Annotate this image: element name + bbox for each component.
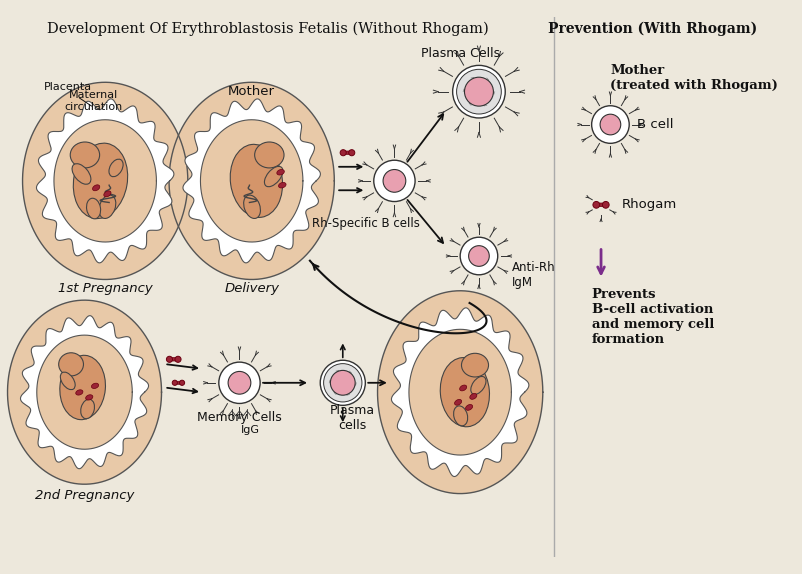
Ellipse shape <box>91 383 99 389</box>
Text: Rh-Specific B cells: Rh-Specific B cells <box>312 216 420 230</box>
Text: Maternal
circulation: Maternal circulation <box>65 90 123 112</box>
Ellipse shape <box>72 164 91 184</box>
Text: Memory Cells: Memory Cells <box>197 411 282 424</box>
Ellipse shape <box>278 183 286 188</box>
Circle shape <box>219 362 260 404</box>
Ellipse shape <box>86 395 93 400</box>
FancyBboxPatch shape <box>596 203 606 207</box>
Ellipse shape <box>73 143 128 219</box>
Polygon shape <box>409 329 512 455</box>
Polygon shape <box>54 120 156 242</box>
Circle shape <box>592 106 630 144</box>
Text: 2nd Pregnancy: 2nd Pregnancy <box>34 489 134 502</box>
Text: Plasma Cells: Plasma Cells <box>420 46 500 60</box>
Text: 1st Pregnancy: 1st Pregnancy <box>58 282 152 296</box>
Text: Prevents
B-cell activation
and memory cell
formation: Prevents B-cell activation and memory ce… <box>592 288 714 346</box>
Circle shape <box>324 364 362 402</box>
Polygon shape <box>22 82 188 280</box>
Ellipse shape <box>103 191 111 197</box>
Circle shape <box>593 201 600 208</box>
Circle shape <box>349 150 354 156</box>
Circle shape <box>330 370 355 395</box>
Polygon shape <box>391 308 529 476</box>
Ellipse shape <box>454 406 468 426</box>
Ellipse shape <box>461 354 488 377</box>
Circle shape <box>468 246 489 266</box>
Circle shape <box>460 237 498 275</box>
Text: Mother
(treated with Rhogam): Mother (treated with Rhogam) <box>610 64 778 92</box>
Ellipse shape <box>81 400 95 418</box>
Text: Delivery: Delivery <box>225 282 279 296</box>
Circle shape <box>600 114 621 135</box>
Ellipse shape <box>440 358 489 426</box>
Polygon shape <box>378 291 543 494</box>
Ellipse shape <box>277 169 285 175</box>
Text: Prevention (With Rhogam): Prevention (With Rhogam) <box>548 22 757 36</box>
Circle shape <box>383 169 406 192</box>
Ellipse shape <box>60 372 75 390</box>
FancyBboxPatch shape <box>342 151 352 154</box>
Text: Development Of Erythroblastosis Fetalis (Without Rhogam): Development Of Erythroblastosis Fetalis … <box>47 22 488 36</box>
Circle shape <box>166 356 172 362</box>
FancyBboxPatch shape <box>174 381 183 384</box>
Text: Plasma
cells: Plasma cells <box>330 404 375 432</box>
Polygon shape <box>21 316 148 469</box>
Ellipse shape <box>60 355 105 420</box>
Ellipse shape <box>230 144 282 218</box>
Ellipse shape <box>75 390 83 395</box>
Text: Anti-Rh
IgM: Anti-Rh IgM <box>512 261 556 289</box>
Circle shape <box>602 201 610 208</box>
Ellipse shape <box>71 142 99 168</box>
Text: Rhogam: Rhogam <box>622 198 677 211</box>
Text: IgG: IgG <box>241 425 260 435</box>
FancyBboxPatch shape <box>169 358 179 361</box>
Ellipse shape <box>99 195 115 219</box>
Polygon shape <box>37 335 132 449</box>
Circle shape <box>175 356 181 362</box>
Ellipse shape <box>244 195 261 219</box>
Ellipse shape <box>92 185 99 191</box>
Circle shape <box>320 360 366 405</box>
Polygon shape <box>7 300 161 484</box>
Ellipse shape <box>265 166 283 187</box>
Circle shape <box>452 65 505 118</box>
Circle shape <box>172 380 177 385</box>
Ellipse shape <box>87 198 100 219</box>
Text: Mother: Mother <box>229 85 275 98</box>
Ellipse shape <box>471 377 486 394</box>
Polygon shape <box>169 82 334 280</box>
Text: Placenta: Placenta <box>43 82 91 92</box>
Ellipse shape <box>470 394 477 400</box>
Ellipse shape <box>59 353 83 376</box>
Circle shape <box>374 160 415 201</box>
Circle shape <box>180 380 184 385</box>
Circle shape <box>340 150 346 156</box>
Ellipse shape <box>255 142 284 168</box>
Ellipse shape <box>109 159 124 177</box>
Polygon shape <box>36 99 174 263</box>
Polygon shape <box>200 120 303 242</box>
Ellipse shape <box>455 400 462 405</box>
Circle shape <box>464 77 493 106</box>
Circle shape <box>228 371 251 394</box>
Text: B cell: B cell <box>637 118 673 131</box>
Polygon shape <box>183 99 320 263</box>
Ellipse shape <box>460 385 467 391</box>
Ellipse shape <box>465 405 472 410</box>
Circle shape <box>456 69 501 114</box>
